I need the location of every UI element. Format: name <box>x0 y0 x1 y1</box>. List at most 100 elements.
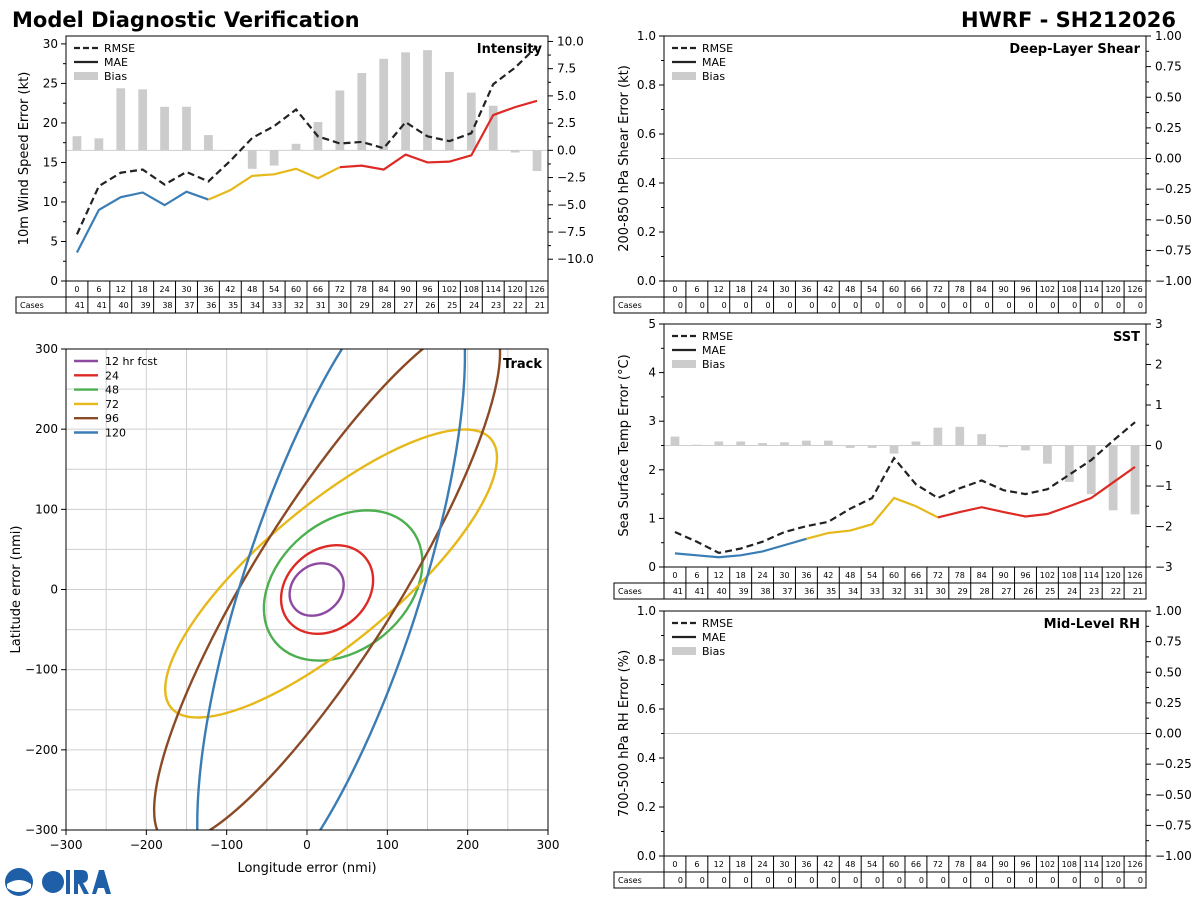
sst-case-count: 38 <box>760 587 770 596</box>
sst-bias-bar <box>1064 445 1074 482</box>
rh-hour-label: 78 <box>955 860 965 869</box>
sst-bias-bar <box>692 444 702 446</box>
rh-case-count: 0 <box>1028 876 1033 885</box>
intensity-case-count: 38 <box>162 301 172 310</box>
sst-bias-bar <box>736 441 746 446</box>
shear-hour-label: 72 <box>933 285 943 294</box>
intensity-rmse-line <box>75 45 538 235</box>
sst-y2tick-label: 3 <box>1155 317 1163 331</box>
intensity-hour-label: 102 <box>442 285 457 294</box>
intensity-case-count: 23 <box>491 301 501 310</box>
rh-hour-label: 6 <box>694 860 699 869</box>
rh-y2tick-label: −0.25 <box>1155 757 1192 771</box>
intensity-hour-label: 24 <box>159 285 169 294</box>
sst-legend-bias: Bias <box>702 358 725 371</box>
intensity-mae-line <box>75 190 209 254</box>
sst-hour-label: 108 <box>1062 571 1077 580</box>
rh-ytick-label: 0.8 <box>637 653 656 667</box>
rh-hour-label: 24 <box>757 860 767 869</box>
intensity-cases-row <box>15 296 549 314</box>
intensity-case-count: 36 <box>206 301 216 310</box>
shear-hour-label: 48 <box>845 285 855 294</box>
intensity-ytick-label: 30 <box>43 37 58 51</box>
intensity-case-count: 24 <box>469 301 479 310</box>
sst-case-count: 34 <box>848 587 858 596</box>
intensity-hour-label: 30 <box>181 285 191 294</box>
rh-case-count: 0 <box>897 876 902 885</box>
shear-cases-row <box>613 296 1147 314</box>
sst-bias-bar <box>714 441 724 446</box>
intensity-case-count: 41 <box>97 301 107 310</box>
sst-title: SST <box>1113 330 1140 345</box>
rh-hour-label: 36 <box>801 860 811 869</box>
shear-hour-label: 18 <box>736 285 746 294</box>
intensity-case-count: 32 <box>294 301 304 310</box>
rh-hour-label: 12 <box>714 860 724 869</box>
sst-hour-label: 60 <box>889 571 899 580</box>
sst-rmse-line <box>674 421 1136 555</box>
rh-case-count: 0 <box>1072 876 1077 885</box>
intensity-hour-label: 48 <box>247 285 257 294</box>
sst-bias-bar <box>823 440 833 446</box>
intensity-hour-label: 84 <box>379 285 389 294</box>
rh-cases-label: Cases <box>618 876 642 885</box>
intensity-plot-frame <box>65 35 549 282</box>
intensity-bias-bar <box>225 150 235 151</box>
rh-ytick-label: 0.4 <box>637 751 656 765</box>
shear-y2tick-label: −0.50 <box>1155 213 1192 227</box>
track-ytick-label: −200 <box>25 743 58 757</box>
sst-y2tick-label: −3 <box>1155 560 1173 574</box>
rh-hour-label: 0 <box>672 860 677 869</box>
rh-case-count: 0 <box>853 876 858 885</box>
rh-case-count: 0 <box>1116 876 1121 885</box>
track-xtick-label: −300 <box>50 838 83 852</box>
sst-bias-bar <box>758 443 767 446</box>
sst-bias-bar <box>845 445 855 448</box>
track-ylabel: Latitude error (nmi) <box>9 526 24 654</box>
rh-ytick-label: 0.2 <box>637 800 656 814</box>
shear-case-count: 0 <box>853 301 858 310</box>
sst-bias-bar <box>1021 445 1030 451</box>
shear-case-count: 0 <box>985 301 990 310</box>
sst-case-count: 30 <box>936 587 946 596</box>
intensity-bias-bar <box>510 150 520 153</box>
rh-hour-label: 120 <box>1105 860 1120 869</box>
intensity-case-count: 35 <box>228 301 238 310</box>
shear-ytick-label: 0.0 <box>637 274 656 288</box>
sst-hour-label: 42 <box>823 571 833 580</box>
track-xtick-label: −100 <box>210 838 243 852</box>
sst-case-count: 27 <box>1001 587 1011 596</box>
track-ellipse-4 <box>164 428 499 719</box>
sst-hour-label: 0 <box>672 571 677 580</box>
intensity-bias-bar <box>466 92 476 151</box>
sst-bias-bar <box>999 445 1008 448</box>
intensity-bias-bar <box>488 105 498 151</box>
intensity-bias-bar <box>269 150 279 166</box>
intensity-hour-label: 66 <box>313 285 323 294</box>
rh-title: Mid-Level RH <box>1044 617 1140 632</box>
rh-ylabel: 700-500 hPa RH Error (%) <box>617 650 632 817</box>
sst-hour-label: 102 <box>1040 571 1055 580</box>
shear-hour-label: 120 <box>1105 285 1120 294</box>
shear-ytick-label: 0.6 <box>637 127 656 141</box>
sst-case-count: 21 <box>1133 587 1143 596</box>
sst-ytick-label: 3 <box>648 414 656 428</box>
sst-hour-label: 96 <box>1020 571 1030 580</box>
sst-hour-label: 6 <box>694 571 699 580</box>
sst-case-count: 22 <box>1111 587 1121 596</box>
rh-hour-label: 108 <box>1062 860 1077 869</box>
intensity-case-count: 27 <box>403 301 413 310</box>
rh-hour-label: 18 <box>736 860 746 869</box>
intensity-bias-bar <box>94 138 104 151</box>
shear-case-count: 0 <box>919 301 924 310</box>
shear-hour-label: 12 <box>714 285 724 294</box>
sst-bias-bar <box>889 445 899 454</box>
shear-legend-mae: MAE <box>702 56 726 69</box>
page-title: Model Diagnostic Verification <box>12 8 360 32</box>
intensity-case-count: 26 <box>425 301 435 310</box>
sst-legend-bias-swatch <box>672 360 696 368</box>
rh-y2tick-label: 0.25 <box>1155 696 1182 710</box>
shear-hour-label: 126 <box>1127 285 1142 294</box>
track-xtick-label: 200 <box>456 838 479 852</box>
rh-y2tick-label: −0.50 <box>1155 788 1192 802</box>
